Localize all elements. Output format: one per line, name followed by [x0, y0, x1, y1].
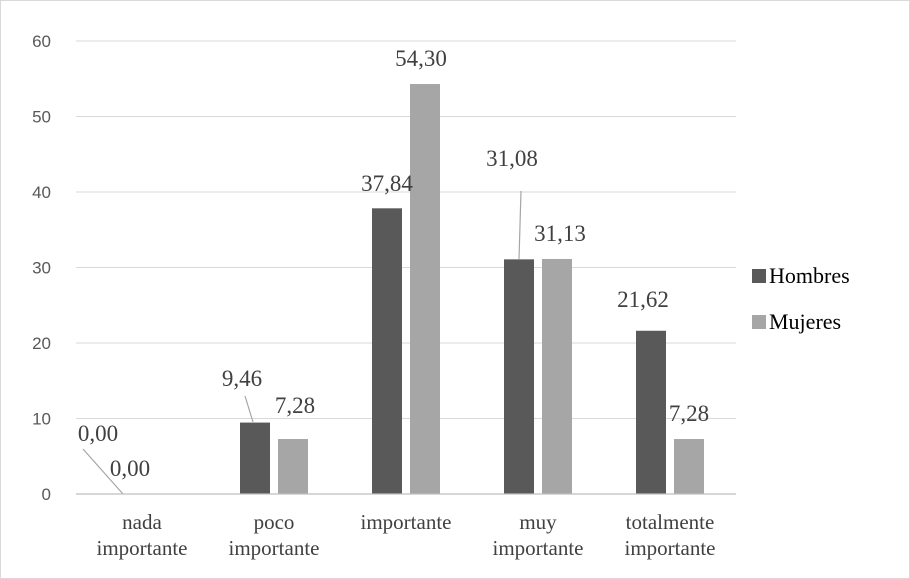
legend-label-mujeres: Mujeres [769, 309, 841, 334]
y-tick-label: 20 [32, 334, 51, 353]
category-label-1: poco importante [229, 510, 320, 560]
data-label-mujeres-1: 7,28 [275, 393, 315, 418]
bar-mujeres-2 [410, 84, 440, 494]
category-label-line: muy [519, 510, 557, 534]
legend-swatch-mujeres [752, 315, 766, 329]
leader-lines [82, 190, 522, 495]
category-label-line: importante [97, 536, 188, 560]
category-label-3: muy importante [493, 510, 584, 560]
category-label-line: importante [361, 510, 452, 534]
legend: Hombres Mujeres [752, 263, 850, 334]
bar-hombres-2 [372, 208, 402, 495]
bar-mujeres-3 [542, 258, 572, 494]
category-label-0: nada importante [97, 510, 188, 560]
bars [240, 84, 704, 495]
data-label-hombres-3: 31,08 [486, 146, 538, 171]
data-label-hombres-1: 9,46 [222, 366, 262, 391]
category-label-line: importante [625, 536, 716, 560]
data-label-hombres-0: 0,00 [78, 421, 118, 446]
y-tick-label: 50 [32, 108, 51, 127]
y-tick-label: 10 [32, 410, 51, 429]
bar-mujeres-1 [278, 439, 308, 494]
bar-hombres-1 [240, 422, 270, 494]
legend-swatch-hombres [752, 269, 766, 283]
y-axis: 0 10 20 30 40 50 60 [32, 32, 51, 504]
category-label-line: importante [229, 536, 320, 560]
bar-mujeres-4 [674, 439, 704, 494]
data-label-hombres-2: 37,84 [361, 171, 413, 196]
bar-hombres-4 [636, 330, 666, 494]
category-label-line: totalmente [626, 510, 715, 534]
data-label-mujeres-2: 54,30 [395, 46, 447, 71]
data-labels: 0,00 9,46 37,84 31,08 21,62 0,00 7,28 54,30 31,1… [78, 46, 709, 481]
category-label-4: totalmente importante [625, 510, 716, 560]
legend-label-hombres: Hombres [769, 263, 850, 288]
category-label-2: importante [361, 510, 452, 534]
data-label-mujeres-0: 0,00 [110, 456, 150, 481]
y-tick-label: 60 [32, 32, 51, 51]
gridlines [76, 40, 736, 419]
category-label-line: importante [493, 536, 584, 560]
y-tick-label: 0 [42, 485, 51, 504]
leader-line [82, 448, 124, 495]
bar-hombres-3 [504, 259, 534, 494]
data-label-mujeres-3: 31,13 [534, 221, 586, 246]
category-label-line: nada [122, 510, 162, 534]
data-label-hombres-4: 21,62 [617, 287, 669, 312]
leader-line [244, 395, 254, 423]
category-label-line: poco [254, 510, 295, 534]
y-tick-label: 30 [32, 259, 51, 278]
data-label-mujeres-4: 7,28 [669, 401, 709, 426]
y-tick-label: 40 [32, 183, 51, 202]
leader-line [518, 190, 522, 260]
